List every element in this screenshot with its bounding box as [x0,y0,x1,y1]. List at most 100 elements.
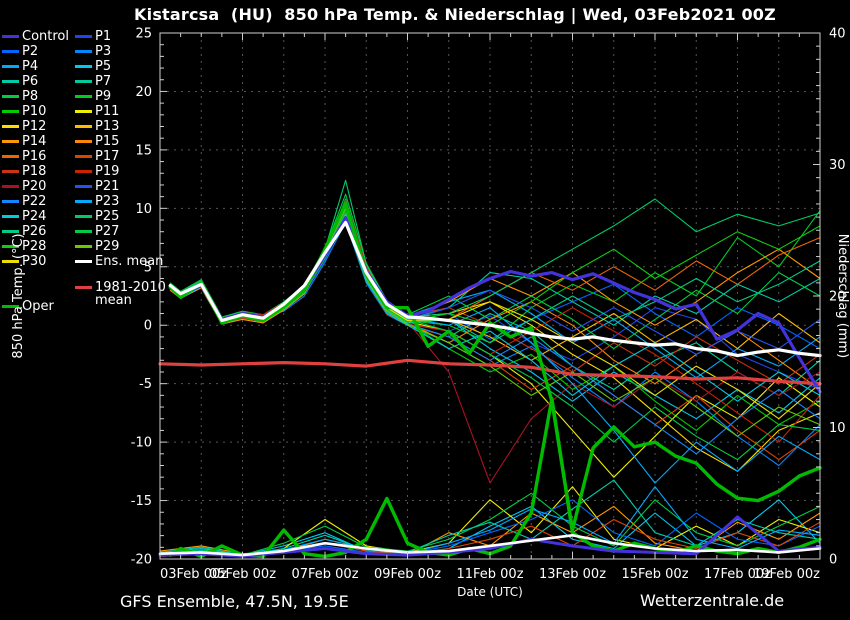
y-left-tick-label: -5 [139,377,152,392]
legend-item-p2: P2 [2,44,38,58]
legend-label: P28 [22,238,47,254]
footer-branding: Wetterzentrale.de [640,591,784,610]
legend-item-p13: P13 [75,119,119,133]
y-left-tick-label: 5 [144,260,152,275]
legend-swatch [2,49,19,53]
legend-item-1981-2010-mean: 1981-2010 mean [75,281,167,307]
temp-series-P11 [169,212,821,478]
legend-item-p1: P1 [75,29,111,43]
legend-item-p7: P7 [75,74,111,88]
legend-swatch [2,244,19,248]
legend-swatch [75,124,92,128]
legend-item-p24: P24 [2,209,46,223]
legend: Control P2 P4 P6 P8 P10 P12 P14 P16 P18 P20 P22 P24 P… [0,0,166,330]
legend-label: P9 [95,88,112,104]
temp-series-P21 [169,207,821,355]
legend-label: P23 [95,193,120,209]
x-tick-label: 17Feb 00z [704,567,771,582]
temp-series-P24 [169,217,821,402]
legend-swatch [2,214,19,218]
legend-swatch [75,169,92,173]
legend-label: P3 [95,43,112,59]
legend-swatch [2,169,19,173]
legend-item-p21: P21 [75,179,119,193]
legend-item-p26: P26 [2,224,46,238]
legend-item-p23: P23 [75,194,119,208]
y-left-tick-label: 10 [135,202,152,217]
legend-item-p3: P3 [75,44,111,58]
legend-item-p15: P15 [75,134,119,148]
x-tick-label: 19Feb 00z [753,567,820,582]
legend-swatch [75,244,92,248]
legend-label: P21 [95,178,120,194]
legend-label: P18 [22,163,47,179]
legend-swatch [2,199,19,203]
legend-swatch [75,259,92,263]
x-tick-label: 03Feb 00z [160,567,227,582]
legend-item-p25: P25 [75,209,119,223]
y-right-tick-label: 20 [829,290,846,305]
legend-label: P10 [22,103,47,119]
legend-item-p11: P11 [75,104,119,118]
legend-item-p14: P14 [2,134,46,148]
legend-label: P30 [22,253,47,269]
legend-swatch [2,64,19,68]
legend-item-oper: Oper [2,299,54,313]
y-right-tick-label: 40 [829,27,846,42]
x-axis-title: Date (UTC) [457,585,523,599]
legend-item-p12: P12 [2,119,46,133]
legend-item-p20: P20 [2,179,46,193]
legend-label: P15 [95,133,120,149]
legend-item-p27: P27 [75,224,119,238]
legend-item-p4: P4 [2,59,38,73]
y-left-tick-label: 0 [144,319,152,334]
legend-swatch [75,79,92,83]
x-tick-label: 09Feb 00z [374,567,441,582]
legend-item-control: Control [2,29,69,43]
temp-series-P25 [169,179,821,319]
y-right-tick-label: 10 [829,421,846,436]
legend-label: P29 [95,238,120,254]
legend-label: P19 [95,163,120,179]
legend-label: Oper [22,298,54,314]
legend-label: P20 [22,178,47,194]
legend-swatch [2,154,19,158]
legend-label: P16 [22,148,47,164]
legend-swatch [2,34,19,38]
legend-label: P8 [22,88,39,104]
legend-item-p30: P30 [2,254,46,268]
temp-series-P20 [169,210,821,484]
legend-swatch [75,64,92,68]
legend-label: P2 [22,43,39,59]
temp-series-P23 [169,201,821,484]
legend-swatch [75,154,92,158]
legend-label: P24 [22,208,47,224]
legend-swatch [75,49,92,53]
legend-swatch [2,229,19,233]
temp-series-P28 [169,208,821,326]
y-left-tick-label: -20 [131,553,152,568]
legend-label: P4 [22,58,39,74]
y-left-tick-label: 25 [135,27,152,42]
legend-label: P6 [22,73,39,89]
temp-series-Ens. mean [168,220,822,358]
y-left-tick-label: 20 [135,85,152,100]
x-tick-label: 15Feb 00z [621,567,688,582]
legend-label: P7 [95,73,112,89]
legend-swatch [2,79,19,83]
temp-series-Oper [168,201,822,532]
legend-item-ens-mean: Ens. mean [75,254,163,268]
legend-swatch [75,109,92,113]
temp-series-P14 [169,206,821,326]
legend-swatch [2,304,19,308]
legend-label: P25 [95,208,120,224]
y-left-tick-label: -10 [131,436,152,451]
legend-label: P11 [95,103,120,119]
legend-item-p6: P6 [2,74,38,88]
x-tick-label: 13Feb 00z [539,567,606,582]
legend-label: 1981-2010 mean [95,280,166,308]
legend-swatch [2,124,19,128]
legend-item-p17: P17 [75,149,119,163]
